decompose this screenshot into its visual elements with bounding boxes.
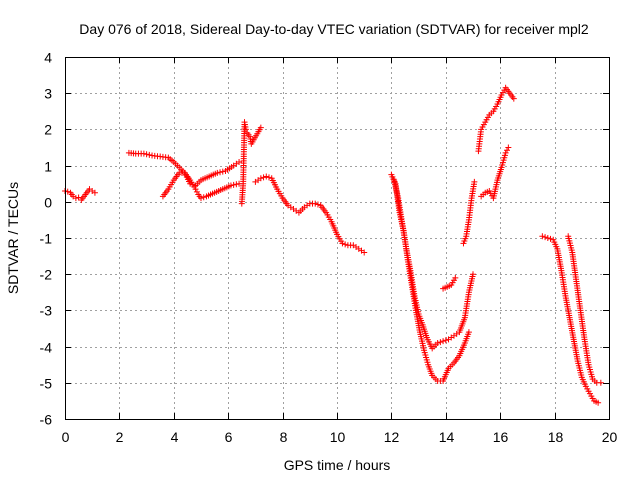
data-point — [242, 126, 249, 133]
x-tick-label: 18 — [548, 429, 564, 445]
x-tick-label: 6 — [225, 429, 233, 445]
x-tick-labels: 0 2 4 6 8 10 12 14 16 18 20 — [62, 429, 618, 445]
data-point — [504, 147, 510, 154]
series-seg9 — [460, 178, 478, 247]
data-point — [542, 234, 549, 241]
data-point — [72, 195, 79, 202]
series-seg7 — [391, 177, 476, 352]
y-tick-label: -2 — [40, 267, 53, 283]
data-point — [442, 337, 449, 344]
y-tick-label: 3 — [44, 86, 52, 102]
x-axis-label: GPS time / hours — [284, 457, 391, 473]
series-seg6 — [388, 171, 472, 384]
x-tick-label: 10 — [330, 429, 346, 445]
y-tick-label: -1 — [40, 231, 53, 247]
data-point — [502, 149, 509, 156]
y-tick-label: -5 — [40, 376, 53, 392]
x-tick-label: 2 — [116, 429, 124, 445]
data-point — [452, 274, 459, 281]
data-point — [544, 235, 551, 241]
chart-title: Day 076 of 2018, Sidereal Day-to-day VTE… — [79, 21, 589, 37]
data-point — [143, 151, 150, 158]
series-seg11 — [478, 144, 512, 202]
data-point — [236, 158, 243, 165]
data-point — [187, 180, 194, 187]
data-point — [547, 235, 554, 242]
series-seg1 — [62, 186, 98, 203]
x-tick-label: 12 — [384, 429, 400, 445]
data-point — [219, 168, 226, 175]
series-seg13 — [565, 233, 604, 386]
data-point — [505, 144, 512, 151]
y-tick-label: 4 — [44, 50, 52, 66]
data-point — [339, 240, 346, 247]
y-tick-label: -4 — [40, 340, 53, 356]
x-tick-label: 8 — [280, 429, 288, 445]
data-point — [434, 339, 441, 346]
data-point — [233, 181, 240, 188]
grid-lines — [65, 57, 609, 419]
data-point — [260, 174, 267, 181]
data-point — [539, 233, 546, 240]
data-marks — [62, 84, 604, 406]
series-seg12 — [539, 233, 602, 406]
x-tick-label: 0 — [62, 429, 70, 445]
series-seg5 — [252, 173, 368, 256]
data-point — [227, 182, 234, 189]
y-tick-label: 1 — [44, 159, 52, 175]
data-point — [193, 188, 200, 195]
series-seg4 — [238, 119, 264, 207]
x-tick-label: 4 — [171, 429, 179, 445]
y-tick-label: -3 — [40, 303, 53, 319]
data-point — [266, 174, 272, 181]
data-point — [257, 124, 264, 131]
data-point — [91, 189, 98, 196]
data-point — [75, 194, 82, 201]
data-point — [440, 338, 447, 345]
y-tick-label: -6 — [40, 412, 53, 428]
data-point — [214, 169, 221, 176]
data-point — [470, 271, 476, 278]
data-point — [471, 178, 478, 185]
data-point — [314, 201, 321, 208]
data-point — [140, 150, 147, 157]
x-tick-label: 16 — [493, 429, 509, 445]
y-tick-label: 2 — [44, 122, 52, 138]
data-point — [595, 399, 602, 406]
data-point — [257, 175, 264, 182]
data-point — [312, 200, 319, 207]
data-point — [263, 173, 270, 180]
y-tick-label: 0 — [44, 195, 52, 211]
data-point — [217, 169, 224, 176]
series-seg10 — [475, 84, 517, 155]
data-point — [189, 181, 196, 188]
data-point — [342, 241, 349, 248]
data-point — [200, 194, 207, 201]
y-axis-label: SDTVAR / TECUs — [5, 182, 21, 294]
data-point — [146, 151, 153, 158]
data-point — [198, 195, 204, 202]
data-point — [437, 339, 444, 346]
data-point — [230, 181, 237, 188]
data-point — [510, 95, 517, 102]
data-point — [597, 379, 604, 386]
x-tick-label: 20 — [602, 429, 618, 445]
series-seg3 — [159, 158, 243, 200]
series-seg2 — [125, 149, 243, 202]
data-point — [361, 249, 368, 256]
data-point — [465, 329, 472, 336]
plot-frame — [65, 57, 610, 420]
y-tick-labels: -6 -5 -4 -3 -2 -1 0 1 2 3 4 — [40, 50, 53, 428]
series-seg8 — [440, 274, 459, 292]
x-tick-label: 14 — [439, 429, 455, 445]
